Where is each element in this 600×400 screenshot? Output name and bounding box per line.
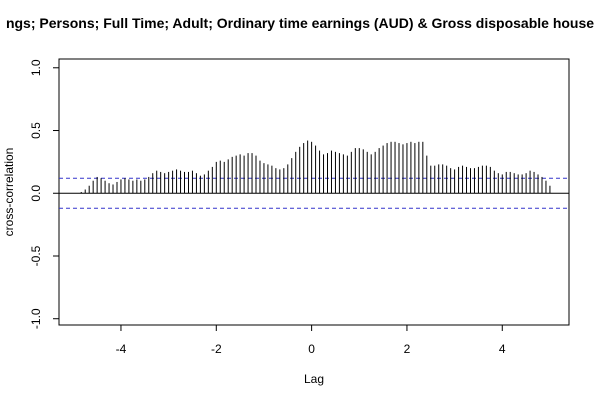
ccf-bars [80,140,551,194]
x-tick-label: 4 [499,342,506,356]
y-axis: -1.0 -0.5 0.0 0.5 1.0 [29,59,59,329]
x-axis-label: Lag [304,372,324,386]
y-tick-label: -1.0 [29,308,43,329]
y-tick-label: -0.5 [29,245,43,266]
y-tick-label: 0.5 [29,122,43,139]
plot-frame [58,58,570,326]
x-axis: -4 -2 0 2 4 [116,325,506,356]
y-tick-label: 0.0 [29,185,43,202]
y-axis-label: cross-correlation [2,148,16,237]
chart-title: ngs; Persons; Full Time; Adult; Ordinary… [6,15,594,31]
x-tick-label: 0 [308,342,315,356]
x-tick-label: 2 [404,342,411,356]
y-tick-label: 1.0 [29,59,43,76]
x-tick-label: -2 [211,342,222,356]
x-tick-label: -4 [116,342,127,356]
